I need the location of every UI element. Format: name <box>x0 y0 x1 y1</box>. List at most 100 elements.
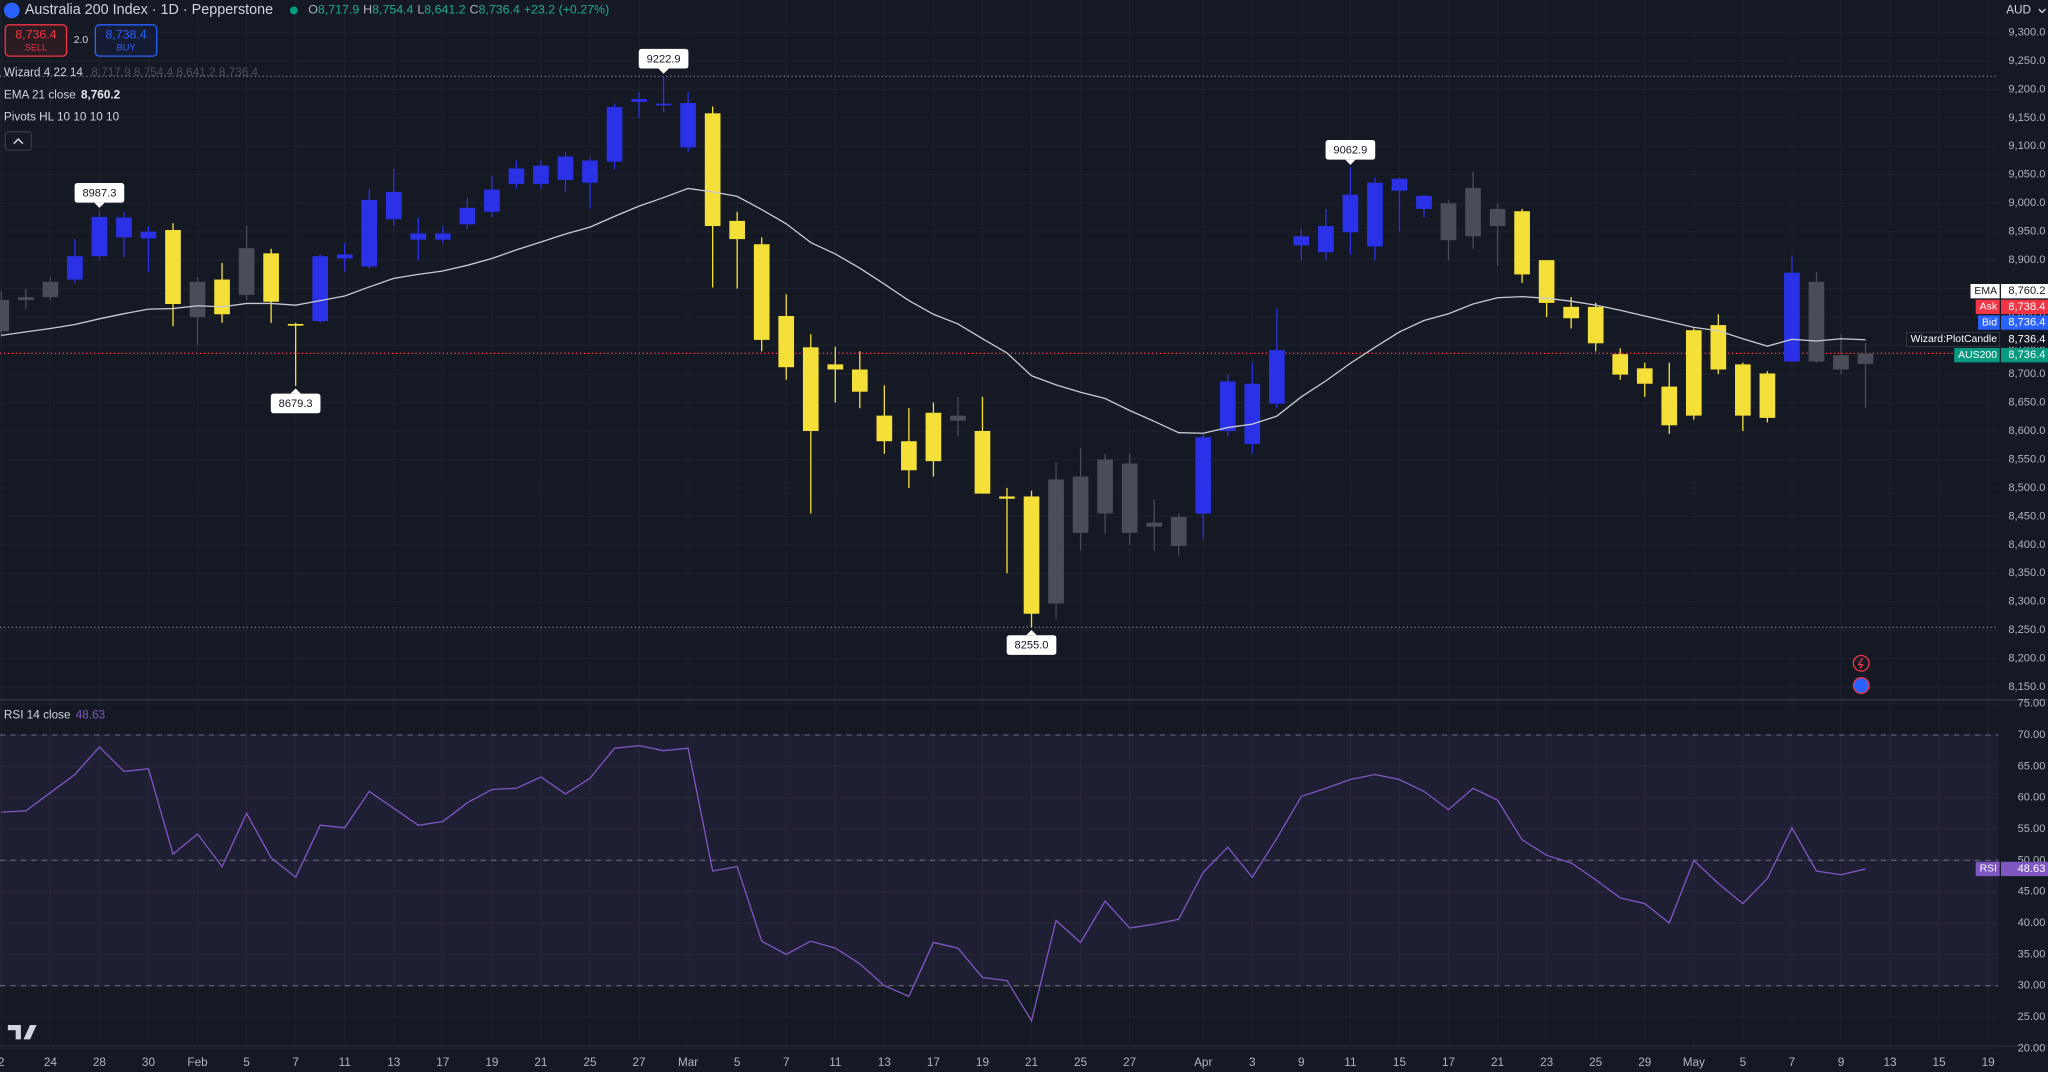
y-tick-label: 55.00 <box>2018 823 2046 835</box>
candle-body <box>1808 281 1825 362</box>
currency[interactable]: AUD <box>2006 4 2031 17</box>
price-tag-value-bg <box>2000 299 2048 315</box>
candle-body <box>802 347 819 431</box>
marks <box>0 75 1999 1023</box>
pivot-label-pointer <box>94 202 105 208</box>
y-tick-label: 9,200.0 <box>2008 83 2045 95</box>
alert-icon[interactable] <box>1852 654 1870 672</box>
rsi-legend-value: 48.63 <box>76 709 106 722</box>
candle-body <box>974 430 991 494</box>
candle-body <box>1367 182 1383 247</box>
x-tick-label: 13 <box>878 1056 892 1069</box>
x-tick-label: 29 <box>1638 1056 1651 1069</box>
sell-label[interactable]: SELL <box>25 43 47 53</box>
candle-body <box>1195 437 1212 514</box>
y-tick-label: 8,500.0 <box>2008 482 2045 494</box>
x-tick-label: 11 <box>1344 1056 1356 1069</box>
price-tag-name: Bid <box>1982 317 1997 328</box>
x-tick-label: 13 <box>1883 1056 1897 1069</box>
indicator-values: 8,717.9 8,754.4 8,641.2 8,736.4 <box>91 66 258 79</box>
indicator-value: 8,760.2 <box>81 88 121 101</box>
y-tick-label: 8,650.0 <box>2008 396 2045 408</box>
candle-body <box>1735 364 1751 416</box>
rsi-tag-name-bg <box>1975 861 2000 877</box>
price-tag-value-bg <box>2000 315 2048 330</box>
y-tick-label: 30.00 <box>2018 980 2046 992</box>
candle-body <box>238 248 255 295</box>
sell-button[interactable]: 8,736.4 SELL <box>4 24 68 57</box>
ohlc-label: L <box>417 3 424 17</box>
x-tick-label: 21 <box>1491 1056 1504 1069</box>
candle-body <box>1244 383 1261 445</box>
pivot-label: 9222.9 <box>647 53 681 65</box>
ohlc-value: 8,736.4 <box>479 3 520 17</box>
indicator-name: EMA 21 close <box>4 88 76 101</box>
candle-body <box>1685 330 1702 416</box>
candle-body <box>91 216 108 257</box>
y-tick-label: 8,450.0 <box>2008 510 2045 522</box>
candle-body <box>484 189 500 212</box>
indicator-name: Pivots HL 10 10 10 10 <box>4 111 120 124</box>
price-tag-value: 8,736.4 <box>2008 316 2045 328</box>
ohlc-change: +23.2 (+0.27%) <box>524 3 609 17</box>
currency-button[interactable]: AUD <box>2000 0 2048 21</box>
buy-box[interactable] <box>94 24 158 57</box>
candle-body <box>1833 355 1849 370</box>
candle-body <box>1587 306 1604 344</box>
candle-body <box>1636 368 1653 384</box>
collapse-icon[interactable] <box>13 137 24 145</box>
price-tag-value-bg <box>2000 283 2048 299</box>
event-icon[interactable] <box>1852 677 1870 694</box>
candle-body <box>1072 476 1089 533</box>
x-tick-label: 7 <box>783 1056 790 1069</box>
y-tick-label: 8,300.0 <box>2008 596 2045 608</box>
collapse-button[interactable] <box>4 131 32 151</box>
pivot-label-box <box>1006 635 1057 655</box>
sell-box[interactable] <box>4 24 68 57</box>
y-tick-label: 8,350.0 <box>2008 567 2045 579</box>
buy-button[interactable]: 8,738.4 BUY <box>94 24 158 57</box>
pivot-label: 8679.3 <box>279 398 313 410</box>
buy-price[interactable]: 8,738.4 <box>105 28 146 42</box>
sell-price[interactable]: 8,736.4 <box>15 28 56 42</box>
candle-body <box>1219 381 1236 431</box>
price-tag-name-bg <box>1906 331 2000 347</box>
x-tick-label: 15 <box>1393 1056 1407 1069</box>
candle-body <box>508 168 525 184</box>
y-tick-label: 8,400.0 <box>2008 539 2045 551</box>
x-tick-label: 21 <box>534 1056 547 1069</box>
price-tag-value: 8,738.4 <box>2008 301 2045 313</box>
x-tick-label: May <box>1683 1056 1705 1069</box>
ohlc-value: 8,754.4 <box>372 3 413 17</box>
candle-body <box>1514 211 1530 275</box>
x-tick-label: 27 <box>633 1056 646 1069</box>
pivot-label-box <box>1325 140 1376 160</box>
y-tick-label: 35.00 <box>2018 948 2046 960</box>
x-tick-label: 19 <box>1982 1056 1995 1069</box>
candle-body <box>1416 195 1432 209</box>
candle-body <box>999 496 1015 499</box>
x-tick-label: Apr <box>1194 1056 1212 1069</box>
buy-label[interactable]: BUY <box>117 43 136 53</box>
indicator-name: Wizard 4 22 14 <box>4 66 84 79</box>
y-tick-label: 8,900.0 <box>2008 254 2045 266</box>
pivot-label-box <box>270 393 321 414</box>
x-tick-label: 13 <box>387 1056 401 1069</box>
pivot-label-pointer <box>658 68 669 74</box>
y-tick-label: 8,550.0 <box>2008 453 2045 465</box>
x-tick-label: 25 <box>1589 1056 1603 1069</box>
candle-body <box>459 207 476 225</box>
candle-body <box>1465 187 1481 237</box>
currency-chevron[interactable] <box>2038 8 2046 14</box>
candle-body <box>557 156 574 180</box>
y-tick-label: 8,600.0 <box>2008 425 2045 437</box>
collapse-box[interactable] <box>4 131 32 151</box>
candle-body <box>336 254 353 259</box>
candle-body <box>312 256 329 322</box>
candle-body <box>1857 353 1874 364</box>
rsi-tag-value: 48.63 <box>2018 863 2046 875</box>
candle-body <box>287 323 304 326</box>
x-tick-label: 19 <box>485 1056 498 1069</box>
currency-box[interactable] <box>2000 0 2048 21</box>
